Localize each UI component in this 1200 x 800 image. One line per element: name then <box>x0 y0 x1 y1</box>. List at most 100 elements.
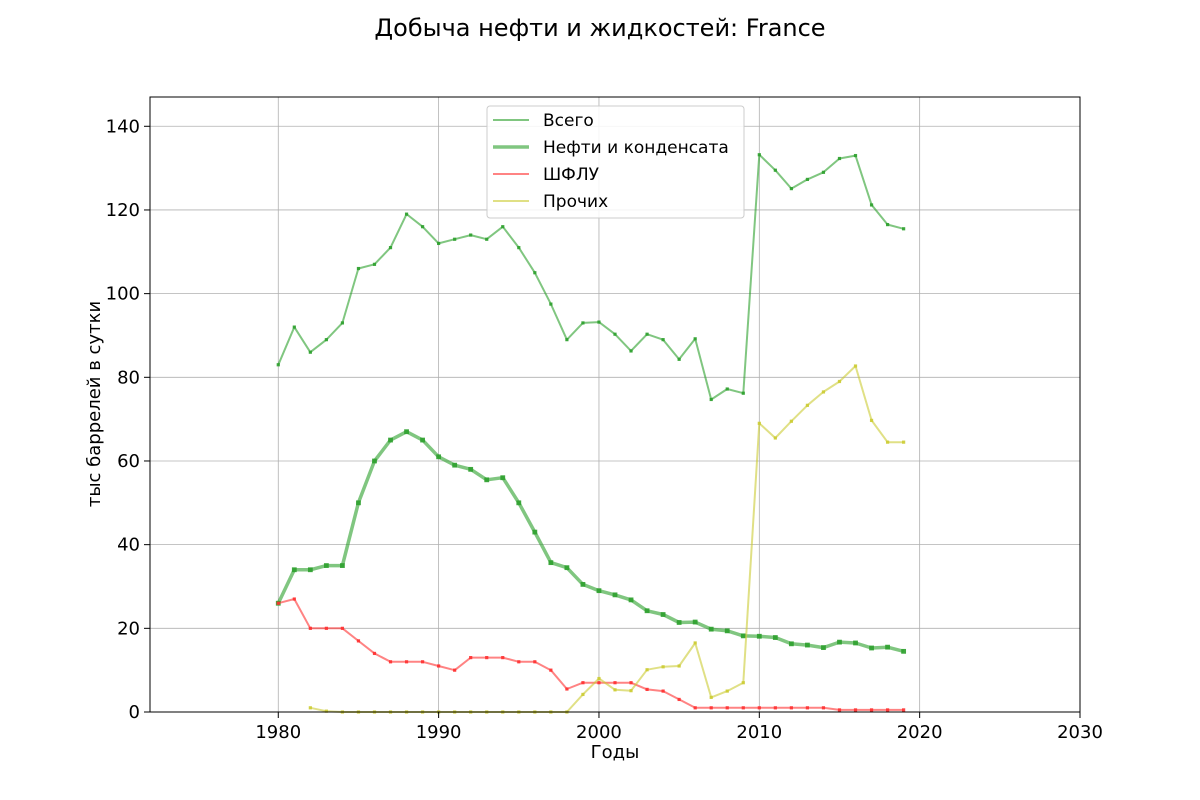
data-point <box>597 320 601 324</box>
x-tick-label: 2020 <box>897 722 943 743</box>
data-point <box>709 706 713 710</box>
data-point <box>437 664 441 668</box>
data-point <box>292 325 296 329</box>
data-point <box>340 321 345 325</box>
data-point <box>837 639 842 645</box>
data-point <box>404 660 409 664</box>
data-point <box>757 706 761 710</box>
data-point <box>612 592 618 598</box>
data-point <box>565 687 569 691</box>
data-point <box>869 708 874 712</box>
y-tick-label: 140 <box>106 116 140 137</box>
data-point <box>485 656 489 660</box>
data-point <box>661 665 665 669</box>
y-axis-label: тыс баррелей в сутки <box>84 301 105 507</box>
data-point <box>372 458 377 464</box>
data-point <box>356 500 361 506</box>
data-point <box>660 612 666 617</box>
data-point <box>565 338 569 342</box>
data-point <box>613 688 617 692</box>
data-point <box>453 668 457 672</box>
data-point <box>902 440 906 444</box>
data-point <box>837 379 842 384</box>
data-point <box>629 681 633 685</box>
data-point <box>388 660 393 664</box>
data-point <box>676 620 682 625</box>
data-point <box>629 349 633 353</box>
data-point <box>740 633 746 639</box>
data-point <box>292 597 296 601</box>
data-point <box>372 262 377 266</box>
data-point <box>388 246 393 250</box>
data-point <box>532 529 538 535</box>
data-point <box>517 246 521 250</box>
data-point <box>756 633 762 639</box>
data-point <box>291 567 297 573</box>
data-point <box>500 475 506 481</box>
data-point <box>469 656 473 660</box>
data-point <box>517 660 521 664</box>
data-point <box>853 708 858 712</box>
data-point <box>853 153 858 158</box>
data-point <box>307 567 313 573</box>
data-point <box>677 357 681 361</box>
x-tick-label: 2030 <box>1057 722 1103 743</box>
data-point <box>308 350 312 354</box>
data-point <box>420 225 425 229</box>
data-point <box>805 403 810 407</box>
data-point <box>661 689 665 693</box>
data-point <box>741 681 745 685</box>
data-point <box>805 177 810 182</box>
data-point <box>581 692 585 697</box>
x-tick-label: 2010 <box>736 722 782 743</box>
data-point <box>773 436 777 440</box>
data-point <box>821 170 826 174</box>
data-point <box>533 271 537 275</box>
data-point <box>453 237 457 241</box>
data-point <box>725 387 729 391</box>
data-point <box>757 153 761 157</box>
data-point <box>788 641 794 647</box>
data-point <box>901 648 907 654</box>
data-point <box>613 332 617 336</box>
data-point <box>805 706 810 710</box>
data-point <box>708 626 714 632</box>
y-tick-label: 80 <box>117 367 140 388</box>
legend-label: Прочих <box>543 192 608 212</box>
legend-label: Всего <box>543 111 594 131</box>
data-point <box>773 706 777 710</box>
data-point <box>469 233 473 237</box>
data-point <box>581 321 585 325</box>
x-axis-label: Годы <box>591 742 640 763</box>
data-point <box>869 645 874 651</box>
data-point <box>724 628 730 634</box>
data-point <box>468 466 474 472</box>
data-point <box>548 560 554 566</box>
data-point <box>902 227 906 231</box>
data-point <box>885 708 890 712</box>
data-point <box>821 706 826 710</box>
axis-ticks: 1980 1990 2000 2010 2020 2030 0 20 40 60 80 100 120 1… <box>106 116 1103 743</box>
y-tick-label: 60 <box>117 451 140 472</box>
data-point <box>324 338 328 342</box>
data-point <box>276 363 280 367</box>
data-point <box>340 626 345 630</box>
data-point <box>725 689 729 693</box>
y-tick-label: 40 <box>117 535 140 556</box>
data-point <box>613 681 617 685</box>
data-point <box>485 237 489 241</box>
data-point <box>404 429 409 435</box>
data-point <box>661 338 665 342</box>
data-point <box>725 706 729 710</box>
series-line <box>278 598 904 711</box>
data-point <box>628 597 634 603</box>
data-point <box>693 641 697 645</box>
series-line <box>276 429 905 653</box>
data-point <box>885 440 890 444</box>
data-point <box>597 681 601 685</box>
data-point <box>516 500 522 506</box>
data-point <box>644 608 650 614</box>
y-tick-label: 0 <box>129 702 140 723</box>
data-point <box>645 332 649 336</box>
data-point <box>549 668 553 672</box>
